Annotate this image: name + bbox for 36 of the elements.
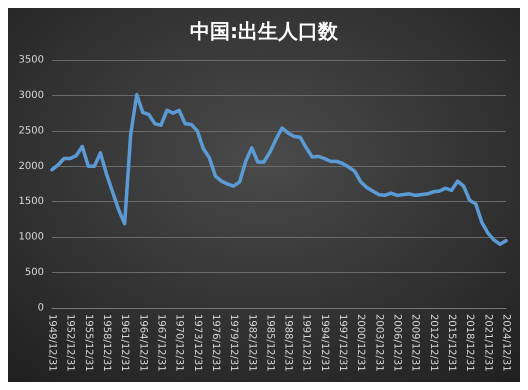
x-tick-label: 1976/12/31 [210,314,221,372]
x-tick-label: 2009/12/31 [410,314,421,372]
x-tick-label: 1988/12/31 [282,314,294,372]
line-series [50,92,508,246]
y-tick-label: 1500 [18,196,44,208]
x-tick-label: 2003/12/31 [373,314,384,372]
x-tick-label: 1982/12/31 [246,314,258,372]
x-tick-label: 2015/12/31 [446,314,458,372]
x-tick-label: 2006/12/31 [392,314,403,372]
x-tick-label: 1970/12/31 [174,314,185,372]
x-tick-label: 2021/12/31 [482,314,494,372]
x-tick-label: 1964/12/31 [137,314,148,372]
x-tick-label: 1997/12/31 [337,314,348,372]
y-tick-label: 3500 [18,54,44,66]
x-tick-label: 1958/12/31 [100,314,112,372]
y-tick-label: 500 [24,267,44,278]
x-tick-label: 1955/12/31 [82,314,94,372]
x-tick-label: 1952/12/31 [64,314,76,372]
x-tick-label: 1961/12/31 [119,314,130,372]
y-tick-label: 2500 [18,125,44,136]
x-tick-label: 1991/12/31 [300,314,312,372]
y-tick-label: 2000 [18,160,44,172]
x-tick-label: 2012/12/31 [428,314,439,372]
x-tick-label: 1949/12/31 [46,314,58,372]
x-tick-label: 1979/12/31 [228,314,240,372]
x-tick-label: 1994/12/31 [318,314,330,372]
x-tick-label: 2000/12/31 [355,314,366,372]
y-tick-label: 0 [38,302,44,314]
x-tick-label: 1985/12/31 [264,314,276,372]
x-tick-label: 2024/12/31 [500,314,512,372]
chart-title: 中国:出生人口数 [190,19,339,43]
x-tick-label: 1967/12/31 [155,314,166,372]
y-tick-label: 3000 [18,90,44,101]
x-tick-label: 1973/12/31 [192,314,203,372]
x-tick-label: 2018/12/31 [464,314,476,372]
y-tick-label: 1000 [18,232,44,243]
